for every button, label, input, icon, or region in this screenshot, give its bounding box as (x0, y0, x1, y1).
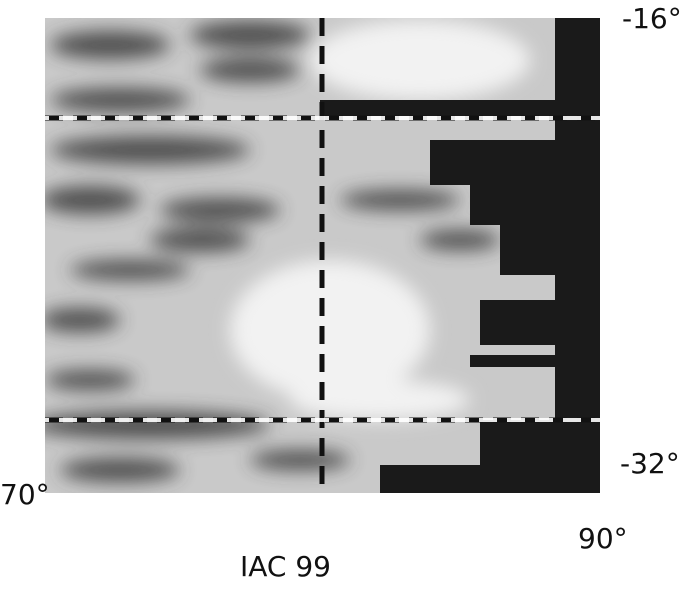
lat-bottom-label: -32° (620, 447, 680, 480)
lat-top-label: -16° (622, 2, 682, 35)
satellite-image (45, 18, 600, 493)
lon-left-label: 70° (0, 478, 50, 511)
lon-right-label: 90° (578, 522, 628, 555)
caption: IAC 99 (240, 550, 331, 583)
